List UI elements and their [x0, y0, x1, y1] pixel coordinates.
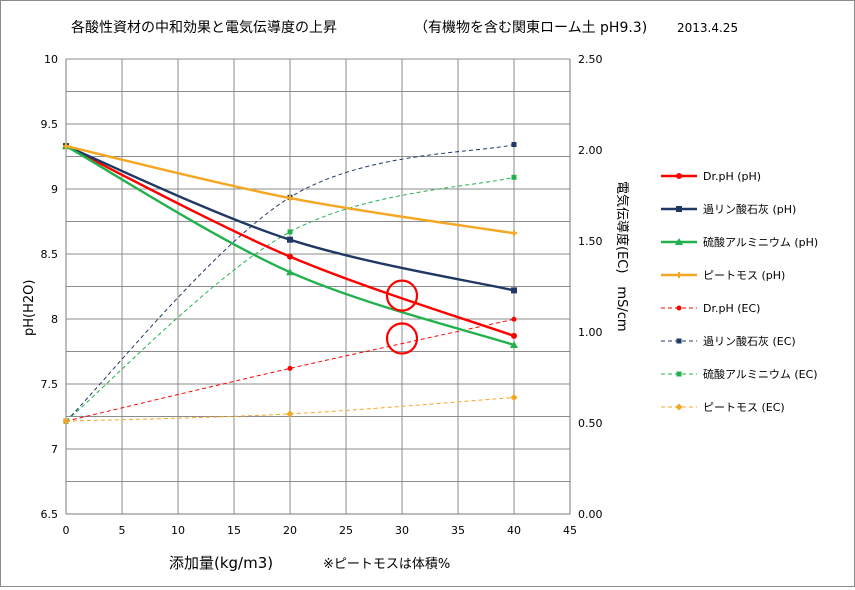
tick-labels: 0 5 10 15 20 25 30 35 40 45 6.5 7 7.5 8 8.5 9 9.5 10 0.00 0… — [41, 53, 603, 537]
annotations — [385, 279, 419, 355]
chart-subtitle: （有機物を含む関東ローム土 pH9.3) — [414, 20, 647, 36]
grid — [65, 58, 571, 515]
y-left-tick-label: 6.5 — [41, 508, 59, 521]
x-tick-label: 15 — [227, 524, 241, 537]
legend-label-2: 硫酸アルミニウム (pH) — [703, 235, 818, 249]
x-tick-label: 5 — [119, 524, 126, 537]
x-tick-label: 10 — [171, 524, 185, 537]
chart-date: 2013.4.25 — [677, 21, 738, 35]
x-axis-note: ※ピートモスは体積% — [323, 557, 450, 572]
x-tick-label: 45 — [563, 524, 577, 537]
x-axis-label: 添加量(kg/m3) — [169, 554, 273, 572]
legend-marker-1 — [676, 206, 682, 212]
annotation-circle-1 — [385, 322, 419, 355]
x-tick-label: 25 — [339, 524, 353, 537]
y-right-tick-label: 1.50 — [578, 235, 603, 248]
x-tick-label: 40 — [507, 524, 521, 537]
data-point-0-1 — [287, 253, 293, 260]
data-point-1-2 — [511, 287, 517, 294]
y-left-tick-label: 7 — [51, 443, 58, 456]
y-left-tick-label: 9 — [51, 183, 58, 196]
x-tick-label: 0 — [63, 524, 70, 537]
y-right-tick-label: 2.00 — [578, 144, 603, 157]
chart-title: 各酸性資材の中和効果と電気伝導度の上昇 — [71, 20, 337, 36]
legend-marker-4 — [676, 305, 682, 311]
data-point-3-0 — [63, 143, 69, 150]
data-point-6-2 — [511, 174, 517, 180]
x-tick-label: 35 — [451, 524, 465, 537]
legend-marker-7 — [675, 403, 683, 411]
data-point-7-1 — [286, 410, 294, 418]
data-point-6-1 — [287, 229, 293, 235]
data-point-1-1 — [287, 236, 293, 243]
data-point-2-1 — [286, 268, 294, 276]
legend-label-6: 硫酸アルミニウム (EC) — [703, 367, 818, 381]
data-point-0-2 — [511, 332, 517, 339]
legend-marker-0 — [676, 173, 682, 179]
legend-marker-2 — [675, 238, 683, 245]
legend-label-0: Dr.pH (pH) — [703, 170, 761, 183]
y-axis-right-label: 電気伝導度(EC) mS/cm — [614, 181, 630, 332]
y-right-tick-label: 0.00 — [578, 508, 603, 521]
y-axis-left-label: pH(H2O) — [22, 280, 37, 336]
y-right-tick-label: 0.50 — [578, 417, 603, 430]
legend-label-4: Dr.pH (EC) — [703, 302, 760, 315]
annotation-circle-0 — [385, 279, 419, 312]
legend-label-5: 過リン酸石灰 (EC) — [703, 334, 796, 348]
data-point-4-2 — [511, 316, 517, 322]
legend-label-7: ピートモス (EC) — [703, 401, 785, 414]
series-group — [62, 142, 518, 425]
x-tick-label: 30 — [395, 524, 409, 537]
data-point-3-1 — [287, 195, 293, 202]
legend-marker-6 — [676, 371, 682, 377]
y-left-tick-label: 7.5 — [41, 378, 59, 391]
data-point-7-2 — [510, 394, 518, 402]
y-right-tick-label: 1.00 — [578, 326, 603, 339]
x-tick-label: 20 — [283, 524, 297, 537]
legend-marker-3 — [676, 272, 682, 278]
y-left-tick-label: 8.5 — [41, 248, 59, 261]
data-point-4-1 — [287, 365, 293, 371]
legend-marker-5 — [676, 338, 682, 344]
y-left-tick-label: 10 — [44, 53, 58, 66]
y-right-tick-label: 2.50 — [578, 53, 603, 66]
legend-label-1: 過リン酸石灰 (pH) — [703, 202, 796, 216]
data-point-7-0 — [62, 417, 70, 425]
data-point-3-2 — [511, 230, 517, 237]
axes — [65, 59, 571, 515]
data-point-2-2 — [510, 341, 518, 348]
legend-label-3: ピートモス (pH) — [703, 269, 785, 282]
legend: Dr.pH (pH) 過リン酸石灰 (pH) 硫酸アルミニウム (pH) ピートモス … — [661, 170, 818, 414]
y-left-tick-label: 9.5 — [41, 118, 59, 131]
y-left-tick-label: 8 — [51, 313, 58, 326]
data-point-5-2 — [511, 142, 517, 148]
